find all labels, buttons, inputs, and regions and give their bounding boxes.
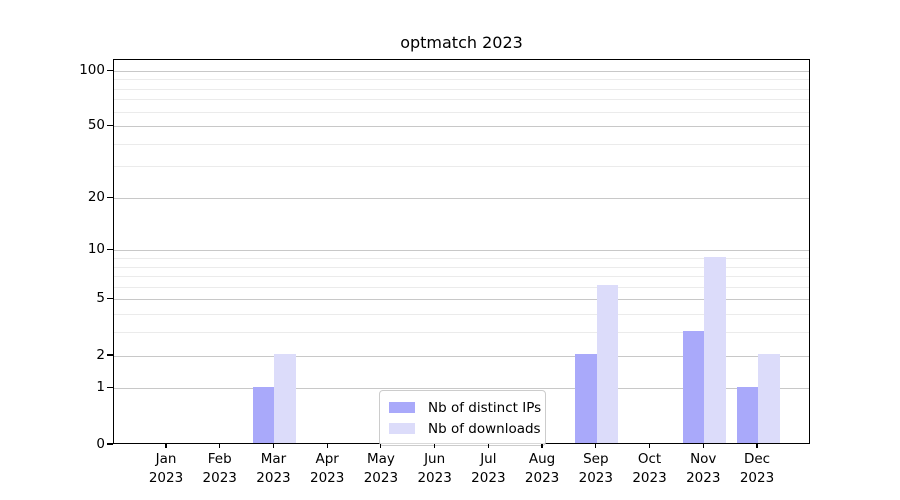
legend-item-downloads: Nb of downloads: [389, 418, 541, 439]
y-axis-tick-mark-10: [107, 249, 113, 251]
gridline-minor-80: [114, 88, 809, 90]
x-axis-tick-mark-May: [380, 444, 382, 448]
gridline-minor-40: [114, 143, 809, 145]
x-axis-tick-label-Jul: Jul 2023: [471, 451, 506, 486]
y-axis-tick-mark-0: [107, 443, 113, 445]
gridline-minor-6: [114, 286, 809, 288]
y-axis-tick-label-50: 50: [87, 117, 105, 134]
plot-area: Nb of distinct IPs Nb of downloads: [113, 59, 810, 446]
gridline-minor-3: [114, 332, 809, 334]
gridline-minor-90: [114, 79, 809, 81]
bar-downloads-Nov: [704, 256, 726, 443]
x-axis-tick-label-Dec: Dec 2023: [739, 451, 775, 486]
x-axis-tick-label-Sep: Sep 2023: [578, 451, 613, 486]
x-axis-tick-mark-Jul: [487, 444, 489, 448]
y-axis-tick-mark-100: [107, 69, 113, 71]
y-axis-tick-label-20: 20: [87, 188, 105, 205]
x-axis-tick-mark-Mar: [272, 444, 275, 448]
x-axis-tick-mark-Oct: [648, 444, 651, 448]
gridline-minor-30: [114, 166, 809, 168]
y-axis-tick-label-2: 2: [96, 346, 105, 363]
y-axis-tick-label-5: 5: [96, 290, 105, 307]
bar-distinct-ips-Sep: [575, 354, 597, 443]
gridline-major-2: [114, 355, 809, 357]
y-axis-tick-label-0: 0: [96, 435, 105, 452]
y-axis-tick-label-10: 10: [87, 241, 105, 258]
gridline-minor-8: [114, 266, 809, 268]
x-axis-tick-mark-Jun: [434, 444, 436, 448]
bar-distinct-ips-Nov: [682, 330, 705, 443]
y-axis-tick-label-1: 1: [96, 379, 105, 396]
gridline-major-50: [114, 126, 809, 128]
x-axis-tick-label-Mar: Mar 2023: [256, 451, 291, 486]
legend-label-distinct-ips: Nb of distinct IPs: [428, 399, 542, 416]
gridline-minor-60: [114, 111, 809, 113]
x-axis-tick-mark-Feb: [219, 444, 221, 448]
x-axis-tick-label-May: May 2023: [363, 451, 399, 486]
gridline-major-20: [114, 197, 809, 199]
bar-downloads-Sep: [596, 285, 619, 443]
gridline-minor-4: [114, 314, 809, 316]
y-axis-tick-mark-2: [107, 354, 113, 356]
gridline-minor-7: [114, 276, 809, 278]
x-axis-tick-label-Jun: Jun 2023: [417, 451, 452, 486]
bar-distinct-ips-Dec: [736, 386, 758, 443]
x-axis-tick-label-Oct: Oct 2023: [632, 451, 667, 486]
chart-title: optmatch 2023: [400, 33, 523, 52]
bar-downloads-Mar: [274, 354, 296, 443]
x-axis-tick-label-Aug: Aug 2023: [524, 451, 560, 486]
legend-swatch-downloads: [389, 423, 415, 434]
x-axis-tick-label-Apr: Apr 2023: [309, 451, 345, 486]
x-axis-tick-label-Feb: Feb 2023: [202, 451, 237, 486]
legend-label-downloads: Nb of downloads: [428, 420, 541, 437]
y-axis-tick-mark-20: [107, 196, 113, 198]
bar-downloads-Dec: [758, 354, 780, 443]
x-axis-tick-label-Jan: Jan 2023: [148, 451, 184, 486]
x-axis-tick-label-Nov: Nov 2023: [686, 451, 721, 486]
x-axis-tick-mark-Dec: [756, 444, 758, 448]
gridline-minor-70: [114, 99, 809, 101]
gridline-major-100: [114, 70, 809, 72]
bar-distinct-ips-Mar: [252, 386, 275, 443]
x-axis-tick-mark-Aug: [541, 444, 543, 448]
gridline-major-10: [114, 250, 809, 252]
y-axis-tick-mark-5: [107, 298, 113, 300]
legend-item-distinct-ips: Nb of distinct IPs: [389, 397, 541, 418]
y-axis-tick-label-100: 100: [79, 61, 105, 78]
legend-swatch-distinct-ips: [389, 402, 415, 413]
gridline-major-1: [114, 388, 809, 390]
legend: Nb of distinct IPs Nb of downloads: [379, 390, 546, 446]
gridline-minor-9: [114, 258, 809, 259]
gridline-major-5: [114, 299, 809, 301]
x-axis-tick-mark-Jan: [165, 444, 167, 448]
x-axis-tick-mark-Nov: [702, 444, 704, 448]
x-axis-tick-mark-Apr: [326, 444, 328, 448]
x-axis-tick-mark-Sep: [595, 444, 597, 448]
y-axis-tick-mark-50: [107, 124, 113, 127]
y-axis-tick-mark-1: [107, 387, 113, 389]
